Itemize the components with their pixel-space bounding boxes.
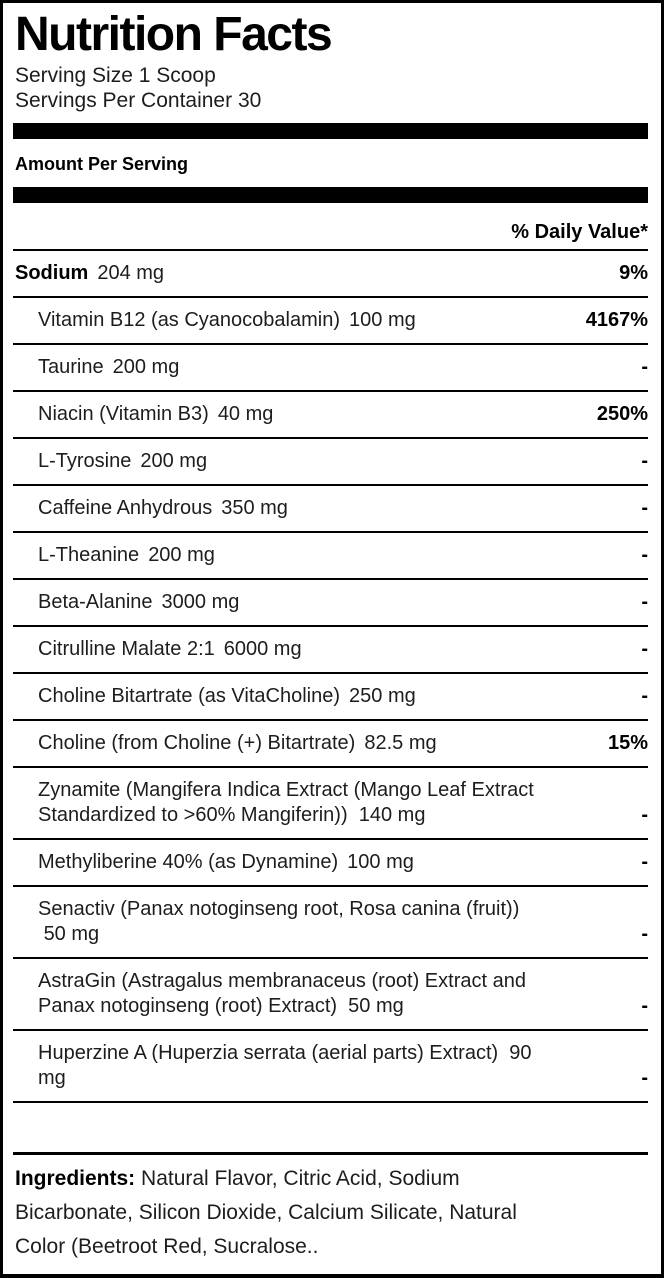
nutrient-label: Beta-Alanine: [38, 590, 153, 613]
nutrient-rows: Sodium 204 mg 9% Vitamin B12 (as Cyanocob…: [13, 251, 648, 1103]
nutrient-amount: 40 mg: [217, 402, 274, 425]
nutrient-row: L-Tyrosine 200 mg -: [13, 439, 648, 486]
daily-value: -: [641, 684, 648, 707]
nutrient-label: Niacin (Vitamin B3): [38, 402, 209, 425]
nutrient-name: Taurine 200 mg: [13, 355, 633, 380]
nutrient-name: Beta-Alanine 3000 mg: [13, 590, 633, 615]
daily-value-header: % Daily Value*: [13, 203, 648, 251]
ingredients-label: Ingredients:: [15, 1167, 136, 1190]
nutrient-name: Caffeine Anhydrous 350 mg: [13, 496, 633, 521]
nutrient-amount: 3000 mg: [161, 590, 240, 613]
daily-value: -: [641, 496, 648, 519]
nutrient-row: Choline (from Choline (+) Bitartrate) 82.…: [13, 721, 648, 768]
daily-value: -: [641, 355, 648, 378]
amount-per-serving-heading: Amount Per Serving: [15, 153, 189, 174]
nutrient-amount: 350 mg: [221, 496, 288, 519]
nutrient-row: Methyliberine 40% (as Dynamine) 100 mg -: [13, 840, 648, 887]
nutrient-label: Choline (from Choline (+) Bitartrate): [38, 731, 356, 754]
ingredients-text: Natural Flavor, Citric Acid, Sodium Bica…: [15, 1167, 517, 1258]
nutrient-amount: 200 mg: [112, 355, 180, 378]
nutrient-label: Sodium: [15, 261, 89, 284]
nutrient-name: Senactiv (Panax notoginseng root, Rosa c…: [38, 897, 520, 945]
nutrient-row: Beta-Alanine 3000 mg -: [13, 580, 648, 627]
nutrient-name: L-Tyrosine 200 mg: [13, 449, 633, 474]
nutrient-name: Niacin (Vitamin B3) 40 mg: [13, 402, 589, 427]
nutrient-row: Vitamin B12 (as Cyanocobalamin) 100 mg 41…: [13, 298, 648, 345]
nutrient-amount: 6000 mg: [223, 637, 302, 660]
daily-value: -: [641, 922, 648, 945]
nutrient-row: Caffeine Anhydrous 350 mg -: [13, 486, 648, 533]
nutrient-row: Taurine 200 mg -: [13, 345, 648, 392]
nutrient-amount: 100 mg: [349, 308, 416, 331]
nutrient-row: Citrulline Malate 2:1 6000 mg -: [13, 627, 648, 674]
ingredients-section: Ingredients: Natural Flavor, Citric Acid…: [13, 1152, 648, 1274]
nutrient-row: Zynamite (Mangifera Indica Extract (Mang…: [13, 768, 648, 840]
serving-size: Serving Size 1 Scoop: [15, 63, 216, 87]
nutrient-label: L-Tyrosine: [38, 449, 132, 472]
nutrient-name: Zynamite (Mangifera Indica Extract (Mang…: [38, 778, 534, 826]
daily-value: -: [641, 449, 648, 472]
divider-thick-bar: [13, 186, 648, 203]
nutrient-name: Citrulline Malate 2:1 6000 mg: [13, 637, 633, 662]
daily-value: -: [641, 543, 648, 566]
nutrient-label: Caffeine Anhydrous: [38, 496, 213, 519]
nutrient-name: Methyliberine 40% (as Dynamine) 100 mg: [13, 850, 633, 875]
nutrient-label: Citrulline Malate 2:1: [38, 637, 215, 660]
blank-space: [13, 1103, 648, 1152]
nutrient-row: Senactiv (Panax notoginseng root, Rosa c…: [13, 887, 648, 959]
nutrient-name: Choline Bitartrate (as VitaCholine) 250 m…: [13, 684, 633, 709]
nutrient-name: L-Theanine 200 mg: [13, 543, 633, 568]
nutrient-amount: 82.5 mg: [364, 731, 437, 754]
nutrient-name: Huperzine A (Huperzia serrata (aerial pa…: [38, 1041, 532, 1089]
nutrient-label: L-Theanine: [38, 543, 140, 566]
nutrient-name: Vitamin B12 (as Cyanocobalamin) 100 mg: [13, 308, 578, 333]
divider-thick-bar: [13, 122, 648, 139]
daily-value: 9%: [619, 261, 648, 284]
nutrient-amount: 250 mg: [349, 684, 416, 707]
daily-value: -: [641, 637, 648, 660]
servings-per-container: Servings Per Container 30: [15, 88, 262, 112]
daily-value: 15%: [607, 731, 648, 754]
nutrient-label: Choline Bitartrate (as VitaCholine): [38, 684, 341, 707]
nutrient-amount: 200 mg: [140, 449, 208, 472]
nutrient-name: AstraGin (Astragalus membranaceus (root)…: [38, 969, 526, 1017]
nutrient-label: Taurine: [38, 355, 104, 378]
nutrient-name: Sodium 204 mg: [13, 261, 611, 286]
daily-value: 250%: [596, 402, 648, 425]
nutrient-label: Vitamin B12 (as Cyanocobalamin): [38, 308, 341, 331]
nutrient-name: Choline (from Choline (+) Bitartrate) 82.…: [13, 731, 600, 756]
daily-value: -: [641, 994, 648, 1017]
nutrient-amount: 204 mg: [97, 261, 165, 284]
page-title: Nutrition Facts: [15, 8, 333, 61]
nutrient-row: Sodium 204 mg 9%: [13, 251, 648, 298]
nutrient-row: Choline Bitartrate (as VitaCholine) 250 m…: [13, 674, 648, 721]
nutrient-row: L-Theanine 200 mg -: [13, 533, 648, 580]
nutrient-amount: 200 mg: [148, 543, 215, 566]
nutrient-amount: 100 mg: [347, 850, 414, 873]
nutrient-row: AstraGin (Astragalus membranaceus (root)…: [13, 959, 648, 1031]
nutrient-label: Methyliberine 40% (as Dynamine): [38, 850, 339, 873]
nutrient-row: Huperzine A (Huperzia serrata (aerial pa…: [13, 1031, 648, 1103]
daily-value: -: [641, 850, 648, 873]
daily-value: -: [641, 590, 648, 613]
daily-value: 4167%: [585, 308, 648, 331]
daily-value: -: [641, 1066, 648, 1089]
nutrient-row: Niacin (Vitamin B3) 40 mg 250%: [13, 392, 648, 439]
daily-value: -: [641, 803, 648, 826]
